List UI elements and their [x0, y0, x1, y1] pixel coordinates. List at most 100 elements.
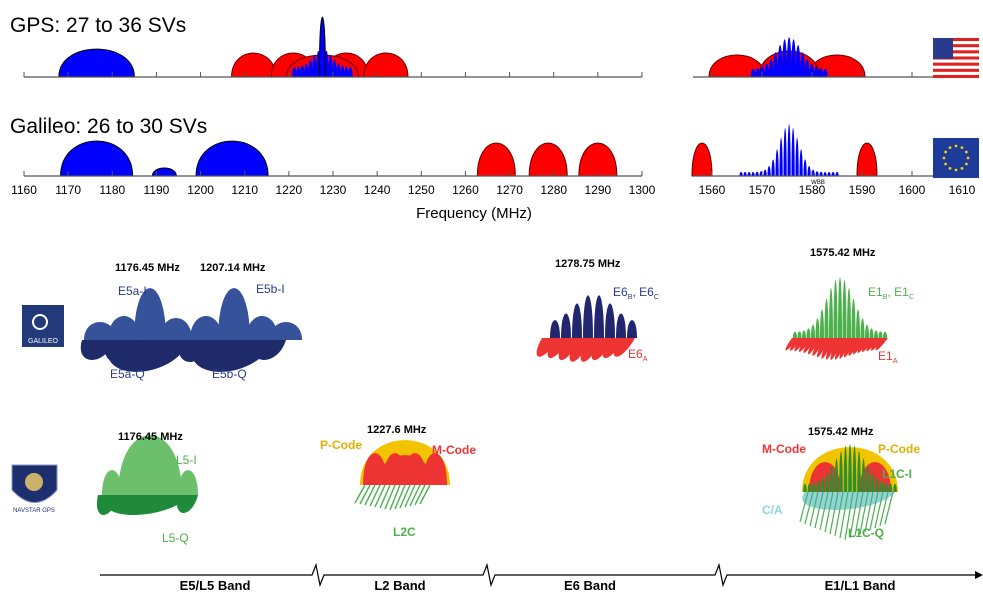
spectrum-lobe: [812, 482, 816, 492]
x-tick-label: 1180: [99, 183, 125, 197]
axis-arrow: [975, 571, 983, 579]
spectrum-lobe: [108, 316, 140, 340]
spectrum-lobe: [799, 149, 803, 176]
flag-star: [948, 166, 952, 170]
flag-star: [960, 146, 964, 150]
signal-label: L5-I: [176, 453, 197, 467]
flag-star: [944, 150, 948, 154]
spectrum-line: [814, 491, 824, 529]
signal-label: E1A: [878, 349, 898, 365]
spectrum-lobe: [759, 66, 765, 77]
x-tick-label: 1580: [799, 183, 826, 197]
x-tick-label: 1220: [276, 183, 303, 197]
flag-star: [966, 156, 970, 160]
spectrum-lobe: [312, 54, 317, 77]
spectrum-lobe: [870, 472, 875, 492]
spectrum-lobe: [739, 172, 743, 176]
spectrum-lobe: [476, 142, 516, 177]
eu-flag: [933, 138, 979, 178]
spectrum-lobe: [848, 444, 852, 492]
band-label: E1/L1 Band: [825, 578, 896, 593]
band-label: L2 Band: [374, 578, 425, 593]
spectrum-line: [844, 491, 854, 541]
spectrum-lobe: [819, 171, 823, 176]
spectrum-line: [384, 484, 396, 510]
galileo-logo-mark: [32, 314, 48, 330]
x-tick-label: 1300: [629, 183, 656, 197]
label-part: , E1: [887, 285, 909, 299]
spectrum-line: [854, 491, 864, 537]
signal-label: E1B, E1C: [868, 285, 914, 301]
signal-label: P-Code: [878, 442, 920, 456]
spectrum-lobe: [813, 66, 819, 77]
galileo-logo-text: GALILEO: [28, 338, 59, 345]
spectrum-lobe: [134, 288, 166, 340]
spectrum-lobe-lower: [178, 340, 212, 362]
spectrum-lobe: [779, 137, 783, 176]
signal-label: M-Code: [432, 443, 476, 457]
signal-label: E5a-I: [118, 284, 147, 298]
flag-star: [948, 146, 952, 150]
spectrum-line: [804, 491, 814, 525]
spectrum-lobe: [616, 313, 626, 338]
spectrum-lobe: [750, 68, 756, 77]
spectrum-line: [809, 491, 819, 527]
spectrum-lobe: [336, 63, 341, 77]
spectrum-lobe: [816, 480, 821, 492]
spectrum-lobe: [764, 63, 769, 77]
flag-star: [954, 168, 958, 172]
spectrum-lobe: [807, 166, 811, 176]
frequency-label: 1176.45 MHz: [118, 431, 183, 443]
spectrum-lobe: [195, 140, 269, 177]
spectrum-lobe: [561, 313, 571, 338]
flag-stripe: [933, 62, 979, 66]
spectrum-lobe: [795, 45, 801, 77]
spectrum-lobe: [572, 303, 582, 338]
spectrum-lobe: [768, 58, 774, 77]
spectrum-lobe: [807, 483, 812, 492]
flag-star: [944, 162, 948, 166]
subscript: A: [893, 356, 898, 365]
spectrum-lobe: [691, 142, 713, 177]
spectrum-lobe: [847, 288, 851, 338]
x-tick-label: 1230: [320, 183, 347, 197]
frequency-label: 1227.6 MHz: [367, 424, 427, 436]
spectrum-lobe: [803, 159, 807, 176]
spectrum-lobe: [811, 324, 815, 338]
spectrum-lobe: [856, 309, 860, 338]
spectrum-lobe: [550, 320, 560, 338]
x-tick-label: 1290: [585, 183, 612, 197]
spectrum-line: [364, 484, 376, 506]
flag-stripe: [933, 38, 979, 42]
spectrum-line: [829, 491, 839, 535]
spectrum-lobe: [830, 466, 834, 492]
spectrum-lobe: [791, 39, 796, 77]
spectrum-lobe: [605, 303, 615, 338]
flag-stripe: [933, 44, 979, 48]
spectrum-lobe: [118, 435, 182, 495]
label-part: E6: [613, 285, 628, 299]
spectrum-lobe: [809, 63, 814, 77]
spectrum-lobe: [839, 451, 843, 492]
spectrum-lobe: [308, 59, 313, 77]
spectrum-lobe: [803, 483, 807, 492]
x-tick-label: 1200: [187, 183, 214, 197]
spectrum-lobe: [793, 331, 797, 338]
subscript: B: [628, 292, 633, 301]
spectrum-lobe: [875, 477, 879, 492]
spectrum-lobe: [328, 54, 333, 77]
x-tick-label: 1250: [408, 183, 435, 197]
signal-label: E6B, E6C: [613, 285, 659, 301]
x-tick-label: 1240: [364, 183, 391, 197]
x-tick-label: 1270: [496, 183, 523, 197]
band-label: E6 Band: [564, 578, 616, 593]
signal-label: E6A: [628, 347, 648, 363]
spectrum-lobe: [578, 142, 618, 177]
spectrum-lobe: [246, 316, 278, 340]
spectrum-lobe: [843, 446, 848, 492]
signal-label: L5-Q: [162, 531, 189, 545]
gps-logo-text: NAVSTAR GPS: [13, 508, 55, 514]
spectrum-lobe: [300, 65, 305, 77]
spectrum-lobe: [884, 482, 888, 492]
